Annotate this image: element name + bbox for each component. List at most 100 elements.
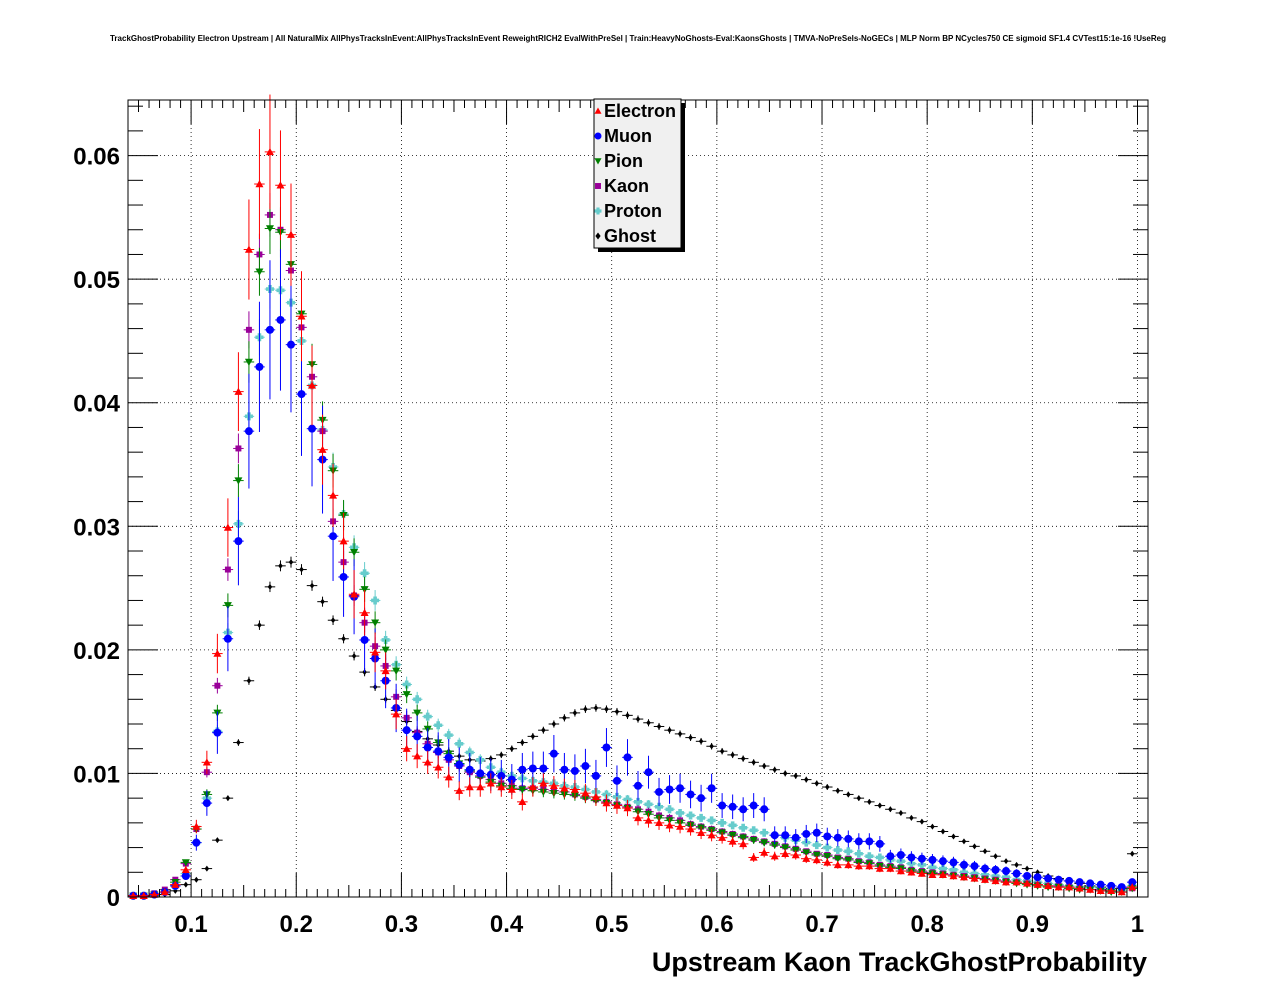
legend-item-electron: Electron	[594, 101, 676, 121]
data-point-ghost	[909, 814, 914, 821]
data-point-electron	[833, 860, 842, 869]
y-axis-tick-labels: 0 0.01 0.02 0.03 0.04 0.05 0.06	[73, 144, 120, 912]
data-point-ghost	[635, 716, 641, 723]
data-point-pion	[739, 834, 748, 842]
legend-item-proton: Proton	[594, 201, 662, 221]
data-point-pion	[234, 477, 243, 485]
data-point-muon	[192, 838, 201, 847]
data-point-pion	[223, 602, 232, 610]
data-point-muon	[1054, 875, 1063, 884]
data-point-electron	[1107, 886, 1116, 895]
data-point-proton	[854, 849, 863, 858]
legend-item-ghost: Ghost	[595, 226, 656, 246]
data-point-ghost	[583, 706, 588, 713]
data-point-ghost	[215, 837, 220, 844]
data-point-muon	[202, 799, 211, 808]
data-point-ghost	[1024, 865, 1030, 872]
data-point-muon	[286, 340, 295, 349]
data-point-muon	[907, 853, 916, 862]
data-point-muon	[591, 771, 600, 780]
data-point-electron	[160, 888, 169, 896]
data-point-proton	[812, 841, 821, 850]
data-point-electron	[655, 818, 664, 827]
y-tick-label: 0.01	[73, 761, 120, 788]
data-point-muon	[959, 860, 968, 869]
legend-label: Electron	[604, 101, 676, 121]
data-point-ghost	[351, 653, 357, 660]
data-point-kaon	[214, 682, 221, 689]
data-point-ghost	[194, 876, 199, 883]
data-points	[128, 94, 1138, 900]
data-point-muon	[812, 828, 821, 837]
data-point-electron	[360, 608, 369, 616]
data-point-electron	[518, 797, 527, 806]
data-point-ghost	[499, 751, 504, 758]
data-point-muon	[244, 427, 253, 436]
data-point-proton	[991, 871, 1000, 880]
data-point-electron	[255, 180, 264, 188]
y-tick-label: 0.03	[73, 514, 120, 541]
data-point-electron	[528, 783, 537, 791]
data-point-ghost	[835, 787, 841, 794]
data-point-electron	[854, 862, 863, 870]
data-point-muon	[970, 862, 979, 871]
data-point-electron	[286, 230, 295, 238]
data-point-electron	[802, 854, 811, 862]
data-point-muon	[455, 760, 464, 769]
data-point-electron	[1054, 883, 1063, 891]
legend-box	[593, 98, 682, 249]
data-point-muon	[749, 801, 758, 810]
data-point-ghost	[940, 828, 946, 835]
data-point-proton	[917, 860, 926, 869]
data-point-electron	[981, 875, 990, 883]
data-point-muon	[1086, 879, 1095, 888]
data-point-electron	[1086, 885, 1095, 893]
data-point-electron	[560, 784, 569, 792]
data-point-muon	[644, 768, 653, 777]
data-point-muon	[360, 635, 369, 644]
y-tick-label: 0.02	[73, 638, 120, 665]
data-point-proton	[697, 813, 706, 822]
data-point-muon	[570, 766, 579, 775]
y-tick-label: 0.05	[73, 267, 120, 294]
data-point-pion	[350, 549, 359, 557]
data-point-proton	[949, 865, 958, 874]
data-point-ghost	[614, 708, 620, 715]
data-point-electron	[791, 850, 800, 859]
data-point-muon	[560, 765, 569, 774]
data-point-electron	[581, 789, 590, 797]
data-point-muon	[1023, 871, 1032, 880]
data-point-muon	[875, 839, 884, 848]
data-point-electron	[297, 312, 306, 320]
legend-marker-pion	[594, 158, 602, 165]
data-point-electron	[896, 867, 905, 875]
data-point-muon	[1128, 878, 1137, 887]
data-point-pion	[402, 691, 411, 699]
x-tick-label: 0.5	[595, 911, 628, 938]
data-point-muon	[833, 833, 842, 842]
data-point-electron	[665, 821, 674, 829]
data-point-electron	[444, 773, 453, 781]
legend-marker-proton	[594, 207, 602, 215]
data-point-proton	[665, 805, 674, 814]
data-point-muon	[865, 837, 874, 846]
data-point-electron	[244, 245, 253, 253]
data-point-muon	[497, 771, 506, 780]
data-point-electron	[192, 822, 201, 830]
data-point-muon	[1117, 883, 1126, 892]
x-tick-label: 0.6	[700, 911, 733, 938]
data-point-electron	[949, 871, 958, 880]
data-point-muon	[423, 743, 432, 752]
data-point-muon	[770, 831, 779, 840]
data-point-ghost	[740, 755, 746, 762]
data-point-ghost	[309, 582, 315, 589]
data-point-proton	[728, 821, 737, 830]
data-point-electron	[959, 873, 968, 881]
data-point-ghost	[593, 704, 599, 711]
data-point-electron	[318, 445, 327, 453]
data-point-ghost	[204, 865, 210, 872]
data-point-electron	[865, 862, 874, 870]
data-point-electron	[371, 648, 380, 656]
data-point-ghost	[993, 853, 998, 860]
data-point-muon	[297, 390, 306, 399]
